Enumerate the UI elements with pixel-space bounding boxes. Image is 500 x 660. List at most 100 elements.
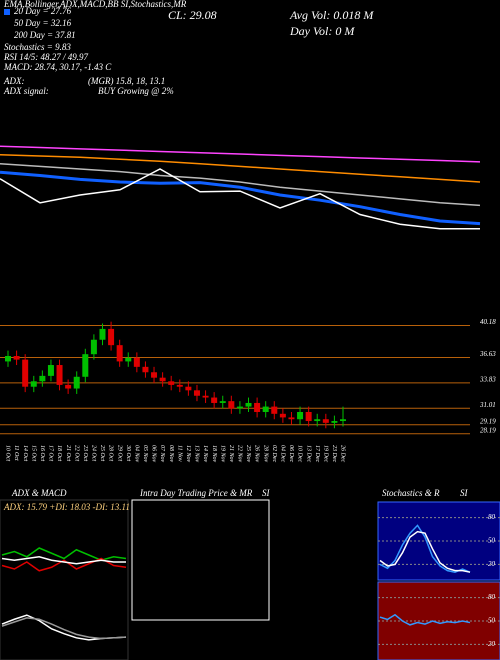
series-line xyxy=(1,614,127,641)
candle-body xyxy=(185,386,192,391)
x-tick-label: 21 Oct xyxy=(65,445,71,461)
x-tick-label: 15 Oct xyxy=(30,445,36,461)
x-tick-label: 24 Oct xyxy=(91,445,98,461)
y-tick-label: 31.01 xyxy=(479,401,496,409)
x-tick-label: 17 Dec xyxy=(314,445,320,462)
candle-body xyxy=(297,412,304,420)
y-tick-label: 33.83 xyxy=(479,375,496,383)
x-tick-label: 05 Nov xyxy=(142,445,148,463)
candle-body xyxy=(271,406,278,414)
candle-body xyxy=(116,345,123,362)
x-tick-label: 17 Oct xyxy=(48,445,54,461)
series-line xyxy=(379,613,471,626)
x-tick-label: 10 Oct xyxy=(5,445,11,461)
y-tick-label: 20 xyxy=(488,560,496,568)
candle-body xyxy=(82,354,89,377)
candle-body xyxy=(314,419,321,422)
x-tick-label: 19 Nov xyxy=(219,445,225,463)
candle-body xyxy=(5,356,11,362)
x-tick-label: 14 Oct xyxy=(22,445,29,461)
series-line xyxy=(379,530,471,573)
x-tick-label: 11 Oct xyxy=(13,445,19,461)
panel-subtitle: ADX: 15.79 +DI: 18.03 -DI: 13.11 xyxy=(3,502,130,512)
mgr: (MGR) 15.8, 18, 13.1 xyxy=(88,76,165,86)
x-tick-label: 18 Nov xyxy=(211,445,217,463)
candle-body xyxy=(151,372,158,378)
x-tick-label: 25 Nov xyxy=(245,445,251,463)
x-tick-label: 04 Dec xyxy=(279,445,286,462)
candle-body xyxy=(228,401,235,409)
x-tick-label: 26 Dec xyxy=(340,445,346,462)
x-tick-label: 08 Nov xyxy=(168,445,174,463)
buy-signal: BUY Growing @ 2% xyxy=(98,86,174,96)
header-line: RSI 14/5: 48.27 / 49.97 xyxy=(3,52,88,62)
x-tick-label: 26 Nov xyxy=(254,445,260,463)
panel-title: SI xyxy=(460,488,469,498)
y-tick-label: 28.19 xyxy=(480,426,496,434)
x-tick-label: 21 Nov xyxy=(228,445,234,463)
x-tick-label: 23 Oct xyxy=(82,445,88,461)
y-tick-label: 80 xyxy=(488,513,496,521)
candle-body xyxy=(236,406,243,409)
panel-title: Stochastics & R xyxy=(382,488,440,498)
intraday-panel xyxy=(131,499,270,621)
x-tick-label: 13 Dec xyxy=(305,445,311,462)
candle-body xyxy=(288,417,295,420)
x-tick-label: 22 Oct xyxy=(73,445,79,461)
panel-title: Intra Day Trading Price & MR xyxy=(139,488,253,498)
x-tick-label: 23 Dec xyxy=(331,445,337,462)
avg-volume: Avg Vol: 0.018 M xyxy=(289,8,374,22)
candle-body xyxy=(176,384,183,387)
x-tick-label: 06 Nov xyxy=(151,445,157,463)
x-tick-label: 04 Nov xyxy=(133,445,140,463)
header-line: 50 Day = 32.16 xyxy=(14,18,72,28)
series-line xyxy=(0,170,481,226)
x-tick-label: 02 Dec xyxy=(271,445,277,462)
y-tick-label: 50 xyxy=(488,537,496,545)
candle-body xyxy=(202,395,209,398)
series-line xyxy=(0,153,481,183)
panel-title: ADX & MACD xyxy=(11,488,67,498)
candle-body xyxy=(56,365,63,385)
candle-body xyxy=(39,375,46,382)
y-tick-label: 50 xyxy=(488,617,496,625)
day-volume: Day Vol: 0 M xyxy=(289,24,355,38)
header-line: 20 Day = 27.76 xyxy=(14,6,72,16)
x-tick-label: 14 Nov xyxy=(202,445,209,463)
legend-swatch xyxy=(4,9,10,15)
candle-body xyxy=(133,357,140,367)
x-tick-label: 19 Dec xyxy=(322,445,328,462)
x-tick-label: 06 Dec xyxy=(288,445,294,462)
x-tick-label: 29 Oct xyxy=(116,445,122,461)
series-line xyxy=(1,547,127,562)
series-line xyxy=(1,557,127,572)
candle-body xyxy=(108,328,115,346)
candle-body xyxy=(30,381,37,387)
series-line xyxy=(0,168,480,230)
close-price: CL: 29.08 xyxy=(168,8,217,22)
x-tick-label: 13 Nov xyxy=(194,445,200,463)
x-tick-label: 30 Oct xyxy=(125,444,131,461)
adx-panel xyxy=(0,499,129,660)
candle-body xyxy=(245,402,252,407)
candle-body xyxy=(305,412,312,422)
series-line xyxy=(0,163,481,207)
y-tick-label: 20 xyxy=(488,640,496,648)
y-tick-label: 29.19 xyxy=(480,417,496,425)
series-line xyxy=(1,617,127,640)
candle-body xyxy=(99,328,106,340)
candle-body xyxy=(65,384,72,389)
adx-signal: ADX signal: xyxy=(3,86,49,96)
x-tick-label: 10 Dec xyxy=(297,445,303,462)
series-line xyxy=(379,524,471,573)
candle-body xyxy=(13,356,20,360)
header-line: Stochastics = 9.83 xyxy=(4,42,71,52)
x-tick-label: 28 Nov xyxy=(262,445,268,463)
panel-title: SI xyxy=(262,488,271,498)
candle-body xyxy=(322,419,329,423)
header-top: EMA,Bollinger,ADX,MACD,BB SI,Stochastics… xyxy=(3,0,187,9)
candle-body xyxy=(47,365,54,376)
candle-body xyxy=(168,381,175,385)
candle-body xyxy=(125,357,132,362)
x-tick-label: 16 Oct xyxy=(39,445,45,461)
